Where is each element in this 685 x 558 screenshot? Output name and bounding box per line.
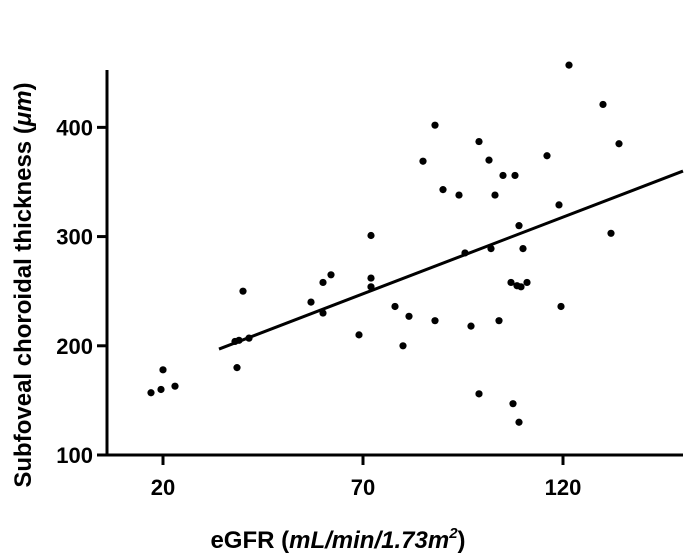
data-point — [495, 317, 503, 325]
data-point — [367, 231, 375, 240]
data-point — [523, 278, 531, 287]
data-point — [319, 309, 327, 317]
data-point — [355, 331, 363, 339]
data-point — [499, 171, 507, 180]
data-point — [555, 201, 563, 209]
data-point — [519, 244, 527, 253]
data-point — [475, 390, 483, 398]
data-point — [461, 249, 469, 257]
y-axis-title-main: Subfoveal choroidal thickness ( — [10, 126, 37, 487]
data-point — [239, 287, 247, 295]
data-point — [511, 171, 519, 180]
data-point — [599, 100, 607, 109]
axes — [105, 70, 683, 457]
data-point — [235, 336, 243, 344]
data-point — [245, 334, 253, 342]
x-axis-title-unit: mL/min/1.73m — [289, 527, 449, 554]
x-axis-title: eGFR (mL/min/1.73m2) — [210, 525, 465, 554]
data-point — [565, 61, 573, 69]
trendline-layer — [218, 169, 684, 351]
data-point — [607, 229, 615, 237]
data-point — [517, 283, 525, 291]
data-point — [147, 389, 155, 397]
y-tick-label: 100 — [56, 443, 93, 468]
data-point — [431, 121, 439, 129]
data-point — [327, 271, 335, 279]
data-point — [399, 342, 407, 350]
data-point — [157, 385, 165, 394]
data-point — [491, 191, 499, 199]
y-tick-label: 300 — [56, 225, 93, 250]
data-point — [485, 156, 493, 164]
x-axis-ticks: 20 70 120 — [151, 455, 582, 500]
regression-line — [218, 169, 684, 351]
data-point — [557, 302, 565, 311]
y-tick-label: 400 — [56, 115, 93, 140]
data-point — [233, 364, 241, 372]
data-point — [509, 400, 517, 408]
data-point — [615, 140, 623, 148]
y-axis-title-unit: μm — [10, 90, 37, 127]
x-tick-label: 120 — [545, 475, 582, 500]
data-points — [147, 61, 623, 426]
data-point — [439, 186, 447, 194]
y-axis-ticks: 100 200 300 400 — [56, 115, 107, 468]
data-point — [507, 278, 515, 287]
x-axis-title-superscript: 2 — [448, 525, 458, 542]
data-point — [515, 222, 523, 230]
data-point — [431, 317, 439, 325]
data-point — [419, 157, 427, 165]
data-point — [475, 137, 483, 146]
x-axis-title-end: ) — [458, 527, 466, 554]
y-tick-label: 200 — [56, 334, 93, 359]
x-axis-title-main: eGFR ( — [210, 527, 289, 554]
data-point — [391, 302, 399, 311]
data-point — [467, 322, 475, 330]
y-axis-title: Subfoveal choroidal thickness (μm) — [10, 82, 37, 487]
data-point — [159, 366, 167, 374]
data-point — [405, 312, 413, 320]
data-point — [455, 191, 463, 199]
x-tick-label: 20 — [151, 475, 175, 500]
data-point — [307, 298, 315, 306]
y-axis-title-end: ) — [10, 82, 37, 90]
data-point — [367, 274, 375, 282]
data-point — [319, 278, 327, 287]
x-tick-label: 70 — [351, 475, 375, 500]
data-point — [367, 283, 375, 291]
data-point — [543, 152, 551, 160]
data-point — [171, 382, 179, 390]
data-point — [515, 418, 523, 426]
data-point — [487, 244, 495, 253]
